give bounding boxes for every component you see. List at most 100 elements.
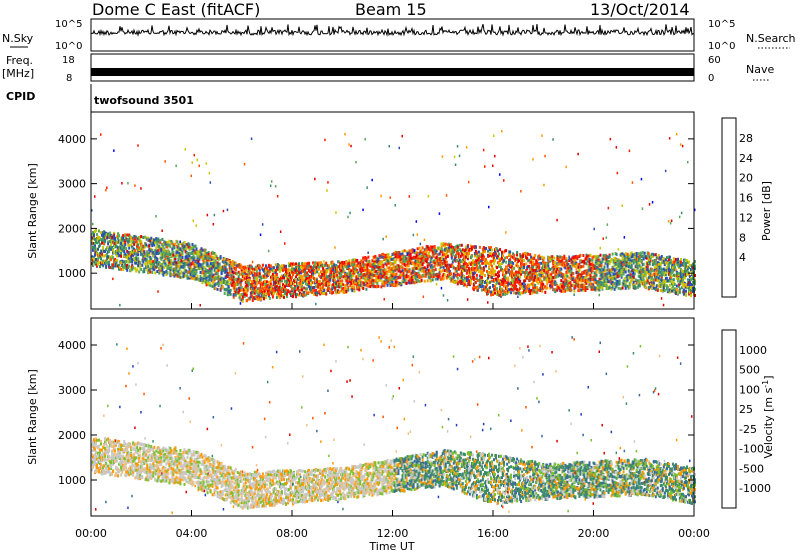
scatter-cell-4300 <box>509 258 511 261</box>
scatter-cell-3648 <box>446 261 448 264</box>
scatter-cell-1429 <box>230 289 232 292</box>
scatter-cell-3223 <box>405 279 407 282</box>
scatter-cell-606 <box>149 260 151 263</box>
scatter-cell-3588 <box>440 278 442 281</box>
scatter-cell-3607 <box>442 269 444 272</box>
scatter-cell-1682 <box>254 277 256 280</box>
scatter-cell-4189 <box>498 290 500 293</box>
scatter-cell-1217 <box>209 172 211 175</box>
scatter-cell-3270 <box>409 249 411 252</box>
scatter-cell-3677 <box>448 267 450 270</box>
scatter-cell-1892 <box>275 263 277 266</box>
scatter-cell-3357 <box>418 264 420 267</box>
scatter-cell-4089 <box>488 290 490 293</box>
scatter-cell-4508 <box>529 278 531 281</box>
scatter-cell-1586 <box>245 269 247 272</box>
scatter-cell-359 <box>125 260 127 263</box>
scatter-cell-2567 <box>340 286 342 289</box>
scatter-cell-1464 <box>233 271 235 274</box>
scatter-cell-4153 <box>494 259 496 262</box>
scatter-cell-3797 <box>460 255 462 258</box>
scatter-cell-1598 <box>246 299 248 302</box>
scatter-cell-4365 <box>515 285 517 288</box>
scatter-cell-543 <box>143 270 145 273</box>
scatter-cell-2443 <box>328 282 330 285</box>
scatter-cell-3297 <box>412 262 414 265</box>
scatter-cell-166 <box>106 187 108 190</box>
scatter-cell-3457 <box>427 265 429 268</box>
scatter-cell-4953 <box>572 272 574 275</box>
scatter-cell-4559 <box>534 254 536 257</box>
scatter-cell-325 <box>122 242 124 245</box>
scatter-cell-4005 <box>480 285 482 288</box>
scatter-cell-4333 <box>512 262 514 265</box>
scatter-cell-3205 <box>403 256 405 259</box>
scatter-cell-2857 <box>368 269 370 272</box>
scatter-cell-179 <box>108 261 110 264</box>
scatter-cell-2219 <box>307 274 309 277</box>
scatter-cell-4021 <box>482 285 484 288</box>
scatter-cell-1298 <box>217 288 219 291</box>
scatter-cell-4100 <box>489 286 491 289</box>
scatter-cell-365 <box>126 269 128 272</box>
scatter-cell-2987 <box>381 260 383 263</box>
scatter-cell-2772 <box>360 273 362 276</box>
scatter-cell-3979 <box>478 251 480 254</box>
scatter-cell-1594 <box>246 294 248 297</box>
scatter-cell-4443 <box>522 254 524 257</box>
scatter-cell-3798 <box>460 260 462 263</box>
scatter-cell-4200 <box>499 263 501 266</box>
scatter-cell-4585 <box>536 274 538 277</box>
scatter-cell-3837 <box>464 280 466 283</box>
scatter-cell-1134 <box>202 249 204 252</box>
scatter-cell-3603 <box>441 287 443 290</box>
scatter-cell-4685 <box>546 286 548 289</box>
scatter-cell-4912 <box>568 276 570 279</box>
scatter-cell-71 <box>97 248 99 251</box>
scatter-cell-350 <box>124 253 126 256</box>
scatter-cell-3124 <box>395 261 397 264</box>
scatter-cell-1196 <box>207 214 209 217</box>
scatter-cell-4115 <box>491 249 493 252</box>
scatter-cell-734 <box>162 245 164 248</box>
scatter-cell-2833 <box>366 267 368 270</box>
scatter-cell-4330 <box>512 284 514 287</box>
scatter-cell-3524 <box>434 246 436 249</box>
scatter-cell-2105 <box>295 279 297 282</box>
scatter-cell-2936 <box>376 282 378 285</box>
scatter-cell-4014 <box>481 276 483 279</box>
scatter-cell-4091 <box>488 206 490 209</box>
scatter-cell-599 <box>149 270 151 273</box>
scatter-cell-3426 <box>424 255 426 258</box>
scatter-cell-1790 <box>265 296 267 299</box>
scatter-cell-4140 <box>493 262 495 265</box>
scatter-cell-688 <box>157 290 159 293</box>
scatter-cell-2847 <box>367 252 369 255</box>
scatter-cell-1908 <box>276 296 278 299</box>
scatter-cell-3789 <box>459 244 461 247</box>
scatter-cell-2636 <box>347 289 349 292</box>
scatter-cell-2023 <box>287 270 289 273</box>
scatter-cell-2186 <box>303 291 305 294</box>
scatter-cell-1541 <box>241 289 243 292</box>
scatter-cell-2897 <box>372 282 374 285</box>
scatter-cell-4011 <box>481 257 483 260</box>
scatter-cell-2661 <box>349 212 351 215</box>
scatter-cell-80 <box>98 240 100 243</box>
scatter-cell-21 <box>92 223 94 226</box>
scatter-cell-1745 <box>260 234 262 237</box>
scatter-cell-4112 <box>491 265 493 268</box>
scatter-cell-3744 <box>455 267 457 270</box>
scatter-cell-2597 <box>343 291 345 294</box>
scatter-cell-502 <box>139 261 141 264</box>
scatter-cell-1085 <box>197 275 199 278</box>
scatter-cell-1172 <box>205 268 207 271</box>
scatter-cell-3720 <box>453 273 455 276</box>
scatter-cell-1930 <box>278 292 280 295</box>
scatter-cell-4205 <box>499 173 501 176</box>
scatter-cell-42 <box>94 195 96 198</box>
scatter-cell-1847 <box>270 268 272 271</box>
scatter-cell-144 <box>104 240 106 243</box>
scatter-cell-335 <box>123 260 125 263</box>
freq-trace <box>91 68 694 76</box>
